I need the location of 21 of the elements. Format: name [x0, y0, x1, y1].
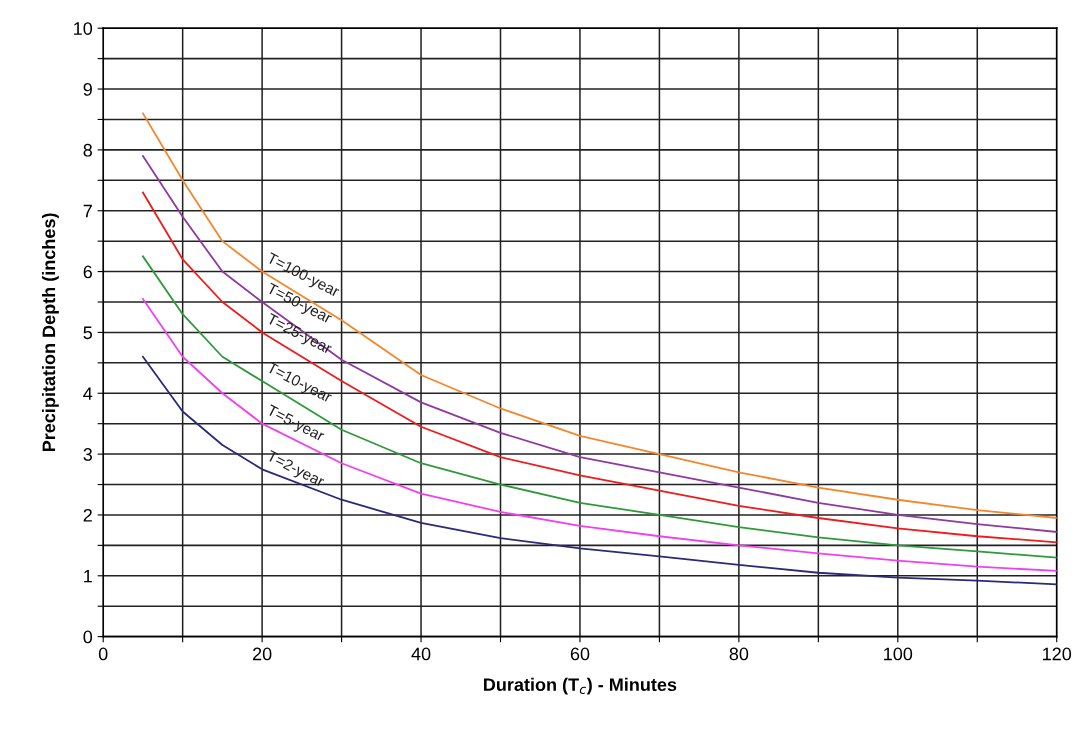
y-tick-label: 3 [83, 448, 92, 461]
y-tick-label: 1 [84, 569, 92, 583]
x-tick-label: 60 [570, 647, 590, 661]
y-tick-label: 5 [83, 326, 93, 340]
x-tick-label: 0 [98, 647, 108, 661]
x-tick-label: 20 [252, 647, 272, 661]
x-tick-label: 120 [1043, 647, 1072, 661]
y-tick-label: 2 [83, 508, 92, 522]
line-series [142, 355, 1057, 586]
x-tick-label: 80 [729, 647, 749, 661]
y-tick-label: 0 [83, 630, 93, 644]
y-tick-label: 4 [83, 387, 93, 400]
y-tick-label: 6 [83, 265, 92, 279]
y-tick-label: 7 [83, 204, 92, 218]
y-tick-label: 9 [83, 82, 92, 96]
x-tick-label: 100 [884, 647, 913, 661]
y-tick-label: 8 [83, 143, 92, 157]
y-axis-title: Precipitation Depth (inches) [41, 213, 59, 452]
x-tick-label: 40 [411, 647, 431, 661]
x-axis-title: Duration (T$_{c}$) - Minutes [484, 677, 677, 695]
y-tick-label: 10 [74, 22, 93, 35]
